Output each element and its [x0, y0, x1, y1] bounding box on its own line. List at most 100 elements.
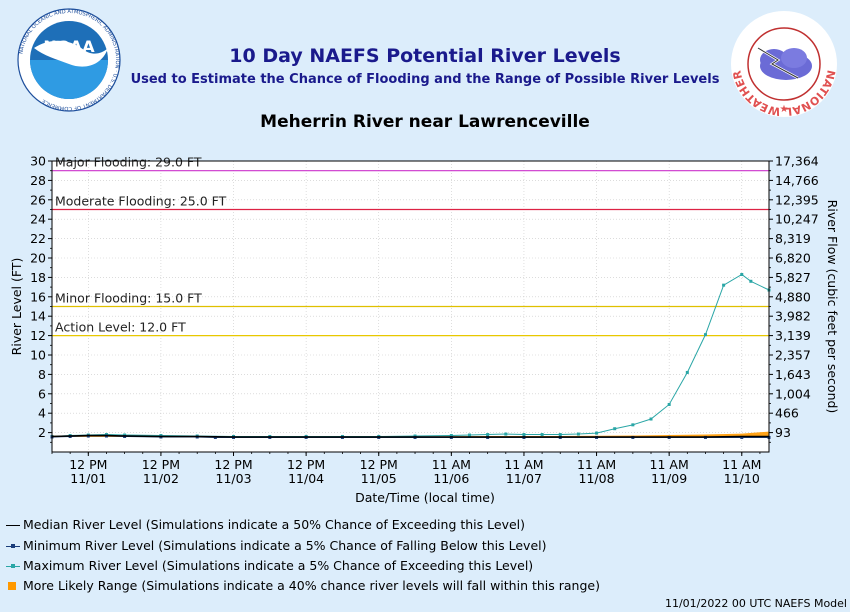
flow-tick-label: 2,357	[775, 348, 811, 363]
flow-tick-label: 1,643	[775, 367, 811, 382]
legend-median-icon	[6, 521, 20, 531]
chart-subtitle: Used to Estimate the Chance of Flooding …	[130, 72, 720, 87]
legend-item-likely-range: More Likely Range (Simulations indicate …	[6, 578, 600, 593]
x-tick-label: 12 PM	[214, 457, 252, 472]
maximum-level-point	[649, 417, 653, 421]
noaa-logo-text: NOAA	[43, 37, 95, 56]
maximum-level-point	[486, 433, 490, 437]
x-tick-date-label: 11/04	[288, 471, 324, 486]
threshold-label: Minor Flooding: 15.0 FT	[55, 291, 202, 306]
maximum-level-point	[740, 272, 744, 276]
y2-axis-label: River Flow (cubic feet per second)	[825, 200, 840, 414]
flow-tick-label: 5,827	[775, 270, 811, 285]
x-tick-date-label: 11/06	[433, 471, 469, 486]
maximum-level-point	[576, 432, 580, 436]
nws-logo: NATIONAL WEATHER SERVICE ★	[728, 8, 838, 118]
legend-label: More Likely Range (Simulations indicate …	[23, 578, 600, 593]
maximum-level-point	[703, 333, 707, 337]
legend-item-median: Median River Level (Simulations indicate…	[6, 517, 525, 532]
x-tick-label: 12 PM	[287, 457, 325, 472]
x-axis-label: Date/Time (local time)	[355, 490, 495, 505]
x-tick-label: 11 AM	[577, 457, 616, 472]
y-axis-label: River Level (FT)	[9, 258, 24, 356]
legend-minimum-icon	[6, 542, 20, 552]
legend-item-minimum: Minimum River Level (Simulations indicat…	[6, 538, 547, 553]
flow-tick-label: 12,395	[775, 192, 819, 207]
gauge-name: Meherrin River near Lawrenceville	[260, 112, 590, 132]
maximum-level-point	[522, 433, 526, 437]
flow-tick-label: 4,880	[775, 289, 811, 304]
flow-tick-label: 14,766	[775, 173, 819, 188]
x-tick-date-label: 11/08	[579, 471, 615, 486]
median-level-line	[51, 434, 769, 438]
y-tick-label: 14	[30, 309, 46, 324]
y-tick-label: 10	[30, 348, 46, 363]
x-tick-label: 12 PM	[142, 457, 180, 472]
maximum-level-point	[631, 423, 635, 427]
x-tick-date-label: 11/09	[651, 471, 687, 486]
svg-text:★: ★	[780, 104, 789, 115]
y-tick-label: 6	[38, 386, 46, 401]
x-tick-date-label: 11/07	[506, 471, 542, 486]
chart-title: 10 Day NAEFS Potential River Levels	[229, 45, 621, 67]
y-tick-label: 4	[38, 406, 46, 421]
y-tick-label: 24	[30, 212, 46, 227]
x-tick-date-label: 11/01	[70, 471, 106, 486]
maximum-level-point	[613, 427, 617, 431]
flow-tick-label: 1,004	[775, 386, 811, 401]
flow-tick-label: 10,247	[775, 212, 819, 227]
y-tick-label: 2	[38, 425, 46, 440]
x-tick-date-label: 11/05	[361, 471, 397, 486]
maximum-level-point	[504, 432, 508, 436]
y-tick-label: 8	[38, 367, 46, 382]
x-tick-label: 11 AM	[432, 457, 471, 472]
flow-tick-label: 3,982	[775, 309, 811, 324]
maximum-level-point	[667, 402, 671, 406]
threshold-label: Major Flooding: 29.0 FT	[55, 155, 202, 170]
legend-label: Median River Level (Simulations indicate…	[23, 517, 526, 532]
flow-tick-label: 8,319	[775, 231, 811, 246]
threshold-label: Action Level: 12.0 FT	[55, 320, 186, 335]
maximum-level-line	[51, 273, 770, 437]
maximum-level-point	[540, 433, 544, 437]
model-run-footer: 11/01/2022 00 UTC NAEFS Model	[664, 597, 847, 610]
flow-tick-label: 6,820	[775, 251, 811, 266]
y-tick-label: 16	[30, 289, 46, 304]
legend-maximum-icon	[6, 562, 20, 572]
x-tick-label: 11 AM	[722, 457, 761, 472]
y-tick-label: 18	[30, 270, 46, 285]
x-tick-label: 11 AM	[504, 457, 543, 472]
threshold-label: Moderate Flooding: 25.0 FT	[55, 194, 227, 209]
legend-label: Maximum River Level (Simulations indicat…	[23, 558, 534, 573]
x-tick-label: 12 PM	[69, 457, 107, 472]
y-tick-label: 28	[30, 173, 46, 188]
maximum-level-point	[558, 433, 562, 437]
maximum-level-point	[467, 433, 471, 437]
plot-frame	[51, 160, 770, 453]
x-tick-label: 12 PM	[360, 457, 398, 472]
river-level-chart: Major Flooding: 29.0 FT Moderate Flooding…	[9, 154, 840, 487]
x-tick-date-label: 11/10	[724, 471, 760, 486]
minimum-level-point	[740, 435, 744, 439]
flow-tick-label: 17,364	[775, 154, 819, 169]
maximum-level-point	[449, 434, 453, 438]
y-tick-label: 30	[30, 154, 46, 169]
legend-range-icon	[6, 581, 20, 592]
y-tick-label: 20	[30, 251, 46, 266]
maximum-level-point	[749, 279, 753, 283]
flow-tick-label: 93	[775, 425, 791, 440]
y-tick-label: 22	[30, 231, 46, 246]
flow-tick-label: 466	[775, 406, 799, 421]
legend-label: Minimum River Level (Simulations indicat…	[23, 538, 547, 553]
maximum-level-point	[685, 370, 689, 374]
y-tick-label: 26	[30, 192, 46, 207]
maximum-level-point	[595, 431, 599, 435]
flow-tick-label: 3,139	[775, 328, 811, 343]
x-tick-date-label: 11/02	[143, 471, 179, 486]
legend-item-maximum: Maximum River Level (Simulations indicat…	[6, 558, 533, 573]
x-tick-label: 11 AM	[650, 457, 689, 472]
noaa-logo: NOAA NATIONAL OCEANIC AND ATMOSPHERIC AD…	[17, 8, 121, 112]
y-tick-label: 12	[30, 328, 46, 343]
x-tick-date-label: 11/03	[216, 471, 252, 486]
likely-range-band	[52, 431, 769, 438]
